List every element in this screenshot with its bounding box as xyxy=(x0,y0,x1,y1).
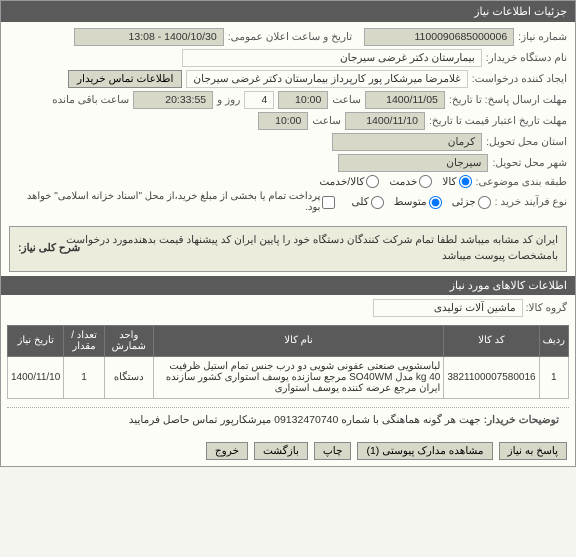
footer-note-label: توضیحات خریدار: xyxy=(484,414,559,426)
province-label: استان محل تحویل: xyxy=(486,136,567,148)
days-value: 4 xyxy=(244,91,274,109)
th-date: تاریخ نیاز xyxy=(8,325,64,356)
back-button[interactable]: بازگشت xyxy=(254,442,308,460)
buyproc-opt-2[interactable]: متوسط xyxy=(394,196,442,209)
budget-label: طبقه بندی موضوعی: xyxy=(476,176,567,188)
city-label: شهر محل تحویل: xyxy=(492,157,567,169)
buyproc-radio-2[interactable] xyxy=(429,196,442,209)
budget-opt-goods[interactable]: کالا xyxy=(442,175,471,188)
budget-radio-group: کالا خدمت کالا/خدمت xyxy=(319,175,471,188)
exit-button[interactable]: خروج xyxy=(206,442,248,460)
th-idx: ردیف xyxy=(539,325,568,356)
buyproc-opt-1-label: جزئی xyxy=(452,196,476,208)
goods-group-row: گروه کالا: ماشین آلات تولیدی xyxy=(1,295,575,321)
footer-note-text: جهت هر گونه هماهنگی با شماره 09132470740… xyxy=(129,414,481,426)
goods-table: ردیف کد کالا نام کالا واحد شمارش تعداد /… xyxy=(7,325,569,399)
cell-date: 1400/11/10 xyxy=(8,356,64,398)
pay-note-text: پرداخت تمام یا بخشی از مبلغ خرید،از محل … xyxy=(9,191,320,213)
desc-text: ایران کد مشابه میباشد لطفا تمام شرکت کنن… xyxy=(66,234,558,262)
budget-opt-service[interactable]: خدمت xyxy=(389,175,432,188)
cell-code: 3821100007580016 xyxy=(444,356,539,398)
table-header-row: ردیف کد کالا نام کالا واحد شمارش تعداد /… xyxy=(8,325,569,356)
budget-radio-1[interactable] xyxy=(459,175,472,188)
city-value: سیرجان xyxy=(338,154,488,172)
buyer-value: بیمارستان دکتر غرضی سیرجان xyxy=(182,49,482,67)
deadline-time: 10:00 xyxy=(278,91,328,109)
time-label-1: ساعت xyxy=(332,94,361,106)
announce-value: 1400/10/30 - 13:08 xyxy=(74,28,224,46)
budget-opt-service-label: خدمت xyxy=(389,176,417,188)
valid-time: 10:00 xyxy=(258,112,308,130)
deadline-label: مهلت ارسال پاسخ: تا تاریخ: xyxy=(449,94,567,106)
desc-label: شرح کلی نیاز: xyxy=(18,241,80,257)
th-code: کد کالا xyxy=(444,325,539,356)
th-qty: تعداد / مقدار xyxy=(64,325,104,356)
th-unit: واحد شمارش xyxy=(104,325,153,356)
province-value: کرمان xyxy=(332,133,482,151)
buyproc-radio-group: جزئی متوسط کلی xyxy=(351,196,490,209)
buyproc-label: نوع فرآیند خرید : xyxy=(495,196,567,208)
budget-opt-both-label: کالا/خدمت xyxy=(319,176,364,188)
cell-unit: دستگاه xyxy=(104,356,153,398)
buyer-label: نام دستگاه خریدار: xyxy=(486,52,567,64)
main-panel: جزئیات اطلاعات نیاز شماره نیاز: 11000906… xyxy=(0,0,576,467)
cell-qty: 1 xyxy=(64,356,104,398)
goods-group-label: گروه کالا: xyxy=(526,302,567,314)
need-no-label: شماره نیاز: xyxy=(518,31,567,43)
valid-date: 1400/11/10 xyxy=(345,112,425,130)
attachments-button[interactable]: مشاهده مدارک پیوستی (1) xyxy=(357,442,492,460)
contact-buyer-button[interactable]: اطلاعات تماس خریدار xyxy=(68,70,182,88)
buyproc-radio-1[interactable] xyxy=(478,196,491,209)
budget-opt-both[interactable]: کالا/خدمت xyxy=(319,175,379,188)
budget-opt-goods-label: کالا xyxy=(442,176,456,188)
announce-label: تاریخ و ساعت اعلان عمومی: xyxy=(228,31,352,43)
buyproc-opt-1[interactable]: جزئی xyxy=(452,196,491,209)
footer-buttons: پاسخ به نیاز مشاهده مدارک پیوستی (1) چاپ… xyxy=(1,436,575,466)
goods-header: اطلاعات کالاهای مورد نیاز xyxy=(1,276,575,295)
valid-label: مهلت تاریخ اعتبار قیمت تا تاریخ: xyxy=(429,115,567,127)
th-name: نام کالا xyxy=(153,325,444,356)
buyproc-opt-2-label: متوسط xyxy=(394,196,427,208)
requester-label: ایجاد کننده درخواست: xyxy=(472,73,567,85)
goods-table-wrap: ردیف کد کالا نام کالا واحد شمارش تعداد /… xyxy=(1,321,575,403)
remain-label: ساعت باقی مانده xyxy=(52,94,129,106)
buyproc-radio-3[interactable] xyxy=(371,196,384,209)
buyproc-opt-3-label: کلی xyxy=(351,196,368,208)
remain-time: 20:33:55 xyxy=(133,91,213,109)
print-button[interactable]: چاپ xyxy=(314,442,352,460)
pay-note-checkbox[interactable] xyxy=(322,196,335,209)
days-label: روز و xyxy=(217,94,240,106)
reply-button[interactable]: پاسخ به نیاز xyxy=(499,442,567,460)
need-no-value: 1100090685000006 xyxy=(364,28,514,46)
deadline-date: 1400/11/05 xyxy=(365,91,445,109)
pay-note-check[interactable]: پرداخت تمام یا بخشی از مبلغ خرید،از محل … xyxy=(9,191,335,213)
requester-value: غلامرضا میرشکار پور کارپرداز بیمارستان د… xyxy=(186,70,467,88)
time-label-2: ساعت xyxy=(312,115,341,127)
buyproc-opt-3[interactable]: کلی xyxy=(351,196,383,209)
budget-radio-3[interactable] xyxy=(366,175,379,188)
cell-name: لباسشویی صنعتی عفونی شویی دو درب جنس تما… xyxy=(153,356,444,398)
panel-title: جزئیات اطلاعات نیاز xyxy=(1,1,575,22)
desc-box: ایران کد مشابه میباشد لطفا تمام شرکت کنن… xyxy=(9,226,567,272)
form-area: شماره نیاز: 1100090685000006 تاریخ و ساع… xyxy=(1,22,575,222)
table-row: 1 3821100007580016 لباسشویی صنعتی عفونی … xyxy=(8,356,569,398)
cell-idx: 1 xyxy=(539,356,568,398)
goods-group-value: ماشین آلات تولیدی xyxy=(373,299,523,317)
budget-radio-2[interactable] xyxy=(419,175,432,188)
footer-note-row: توضیحات خریدار: جهت هر گونه هماهنگی با ش… xyxy=(7,407,569,432)
